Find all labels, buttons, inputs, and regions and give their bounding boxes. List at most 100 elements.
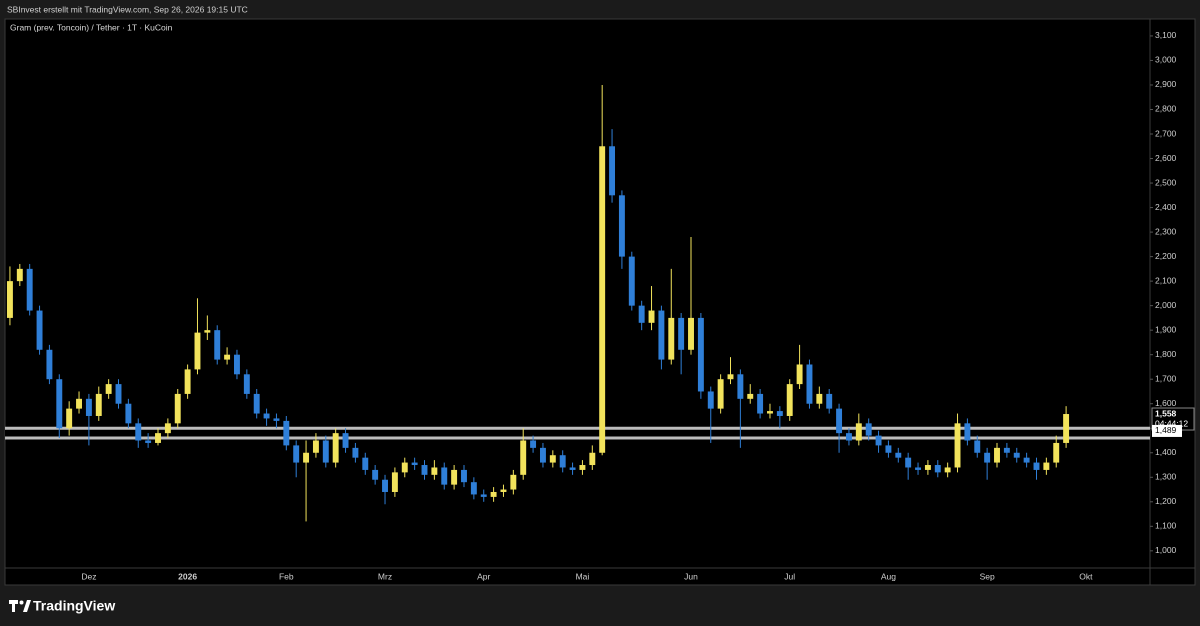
- candle-body: [293, 445, 300, 463]
- candle-body: [155, 433, 161, 443]
- candle-body: [441, 467, 448, 485]
- candle-body: [263, 413, 270, 419]
- candle-body: [1003, 447, 1010, 453]
- candle-body: [776, 411, 783, 416]
- candle-body: [490, 491, 497, 497]
- candle-body: [796, 364, 803, 385]
- candle-body: [994, 447, 1000, 463]
- candle-body: [322, 440, 329, 463]
- candle-body: [865, 423, 872, 436]
- candle-body: [194, 332, 201, 370]
- candle-body: [224, 354, 231, 360]
- zone-band: [5, 428, 1150, 439]
- candle-body: [717, 379, 724, 409]
- candle-body: [95, 393, 102, 416]
- candle-body: [283, 420, 290, 446]
- y-tick-label: 1,700: [1155, 373, 1177, 383]
- y-tick-label: 1,400: [1155, 447, 1177, 457]
- y-tick-label: 3,000: [1155, 55, 1177, 65]
- candle-body: [836, 408, 843, 434]
- candle-body: [727, 374, 734, 380]
- x-tick-label: Dez: [81, 571, 96, 581]
- candle-body: [1063, 414, 1070, 443]
- candle-body: [204, 330, 211, 333]
- candle-body: [16, 268, 23, 282]
- candle-body: [974, 440, 981, 453]
- candle-body: [668, 317, 675, 360]
- candle-body: [609, 146, 616, 196]
- candle-body: [46, 349, 53, 380]
- candle-body: [184, 369, 191, 394]
- candle-body: [382, 479, 388, 492]
- candle-body: [964, 423, 971, 441]
- y-tick-label: 1,900: [1155, 324, 1177, 334]
- candle-body: [549, 455, 556, 463]
- candle-body: [36, 310, 43, 350]
- candle-body: [401, 462, 408, 473]
- candle-body: [1023, 457, 1030, 463]
- y-tick-label: 2,300: [1155, 226, 1177, 236]
- x-tick-label: Jul: [784, 571, 795, 581]
- candle-body: [707, 391, 714, 409]
- candle-body: [757, 393, 764, 414]
- candle-body: [895, 452, 902, 458]
- candle-body: [253, 393, 260, 414]
- candle-body: [924, 465, 931, 470]
- candle-body: [559, 455, 566, 468]
- candle-body: [579, 465, 586, 470]
- y-tick-label: 2,600: [1155, 153, 1177, 163]
- candle-body: [1043, 462, 1050, 470]
- x-tick-label: Feb: [279, 571, 294, 581]
- candle-body: [905, 457, 912, 468]
- level-box: [1152, 424, 1182, 437]
- candle-body: [1033, 462, 1040, 470]
- candle-body: [786, 384, 793, 416]
- countdown-label: 04:44:12: [1155, 418, 1188, 428]
- candle-body: [678, 317, 685, 350]
- candle-body: [638, 305, 645, 323]
- candle-body: [697, 317, 704, 392]
- y-tick-label: 1,800: [1155, 349, 1177, 359]
- y-tick-label: 2,700: [1155, 128, 1177, 138]
- candle-body: [747, 393, 754, 399]
- candle-body: [648, 310, 655, 323]
- x-tick-label: Aug: [881, 571, 896, 581]
- candle-body: [56, 379, 63, 429]
- candle-body: [303, 452, 310, 463]
- candle-body: [273, 418, 280, 421]
- candle-body: [243, 374, 250, 394]
- candle-body: [332, 433, 339, 463]
- candle-body: [845, 433, 852, 441]
- candle-body: [737, 374, 744, 399]
- candle-body: [589, 452, 596, 466]
- candle-body: [658, 310, 665, 360]
- candle-body: [164, 423, 171, 434]
- candle-body: [510, 474, 517, 490]
- candle-body: [362, 457, 369, 470]
- candle-body: [470, 482, 477, 495]
- chart-title: Gram (prev. Toncoin) / Tether · 1T · KuC…: [10, 22, 173, 32]
- x-tick-label: Mrz: [378, 571, 392, 581]
- candle-body: [1013, 452, 1020, 458]
- candle-body: [569, 467, 576, 470]
- candle-body: [352, 447, 359, 458]
- y-tick-label: 1,300: [1155, 472, 1177, 482]
- x-tick-label: Sep: [980, 571, 995, 581]
- candle-body: [372, 469, 379, 480]
- candle-body: [451, 469, 458, 485]
- y-tick-label: 2,100: [1155, 275, 1177, 285]
- candle-body: [85, 398, 92, 416]
- brand-name: TradingView: [33, 598, 115, 614]
- candle-body: [984, 452, 991, 463]
- candle-body: [688, 317, 694, 350]
- x-tick-label: Okt: [1079, 571, 1093, 581]
- x-tick-label: Apr: [477, 571, 490, 581]
- candle-body: [599, 146, 606, 453]
- y-tick-label: 3,100: [1155, 30, 1177, 40]
- candle-body: [115, 384, 122, 404]
- candle-body: [214, 330, 221, 360]
- candle-body: [174, 393, 181, 424]
- candle-body: [954, 423, 961, 468]
